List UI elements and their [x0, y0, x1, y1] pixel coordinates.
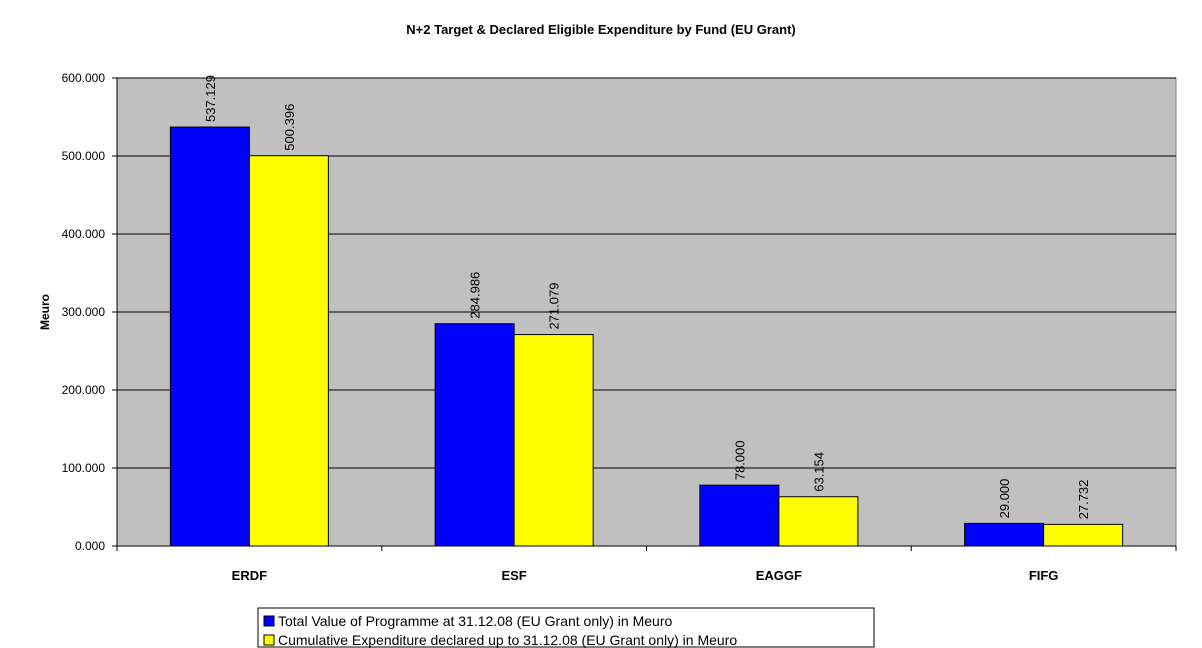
data-label: 271.079 [547, 283, 562, 330]
x-tick-label: ERDF [232, 568, 267, 583]
data-label: 500.396 [282, 104, 297, 151]
x-tick-label: FIFG [1029, 568, 1059, 583]
y-tick-label: 500.000 [62, 149, 106, 163]
legend [257, 607, 875, 648]
bar [778, 496, 859, 547]
bar [699, 484, 780, 547]
legend-label: Total Value of Programme at 31.12.08 (EU… [278, 613, 672, 629]
legend-label: Cumulative Expenditure declared up to 31… [278, 632, 737, 648]
x-tick-label: EAGGF [756, 568, 802, 583]
y-tick-label: 0.000 [75, 539, 105, 553]
data-label: 537.129 [203, 75, 218, 122]
data-label: 284.986 [468, 272, 483, 319]
bar [1043, 523, 1124, 547]
y-tick-label: 100.000 [62, 461, 106, 475]
y-tick-label: 400.000 [62, 227, 106, 241]
data-label: 78.000 [732, 440, 747, 480]
bar [964, 522, 1045, 547]
chart-title: N+2 Target & Declared Eligible Expenditu… [406, 22, 795, 37]
bar [434, 323, 515, 547]
legend-swatch [263, 615, 275, 627]
legend-swatch [263, 634, 275, 646]
x-tick-label: ESF [501, 568, 526, 583]
bar [169, 126, 250, 547]
bar [513, 334, 594, 547]
y-tick-label: 200.000 [62, 383, 106, 397]
data-label: 27.732 [1076, 480, 1091, 520]
data-label: 29.000 [997, 479, 1012, 519]
data-label: 63.154 [811, 452, 826, 492]
y-tick-label: 600.000 [62, 71, 106, 85]
bar [248, 155, 329, 547]
y-axis-title: Meuro [38, 294, 52, 330]
y-tick-label: 300.000 [62, 305, 106, 319]
